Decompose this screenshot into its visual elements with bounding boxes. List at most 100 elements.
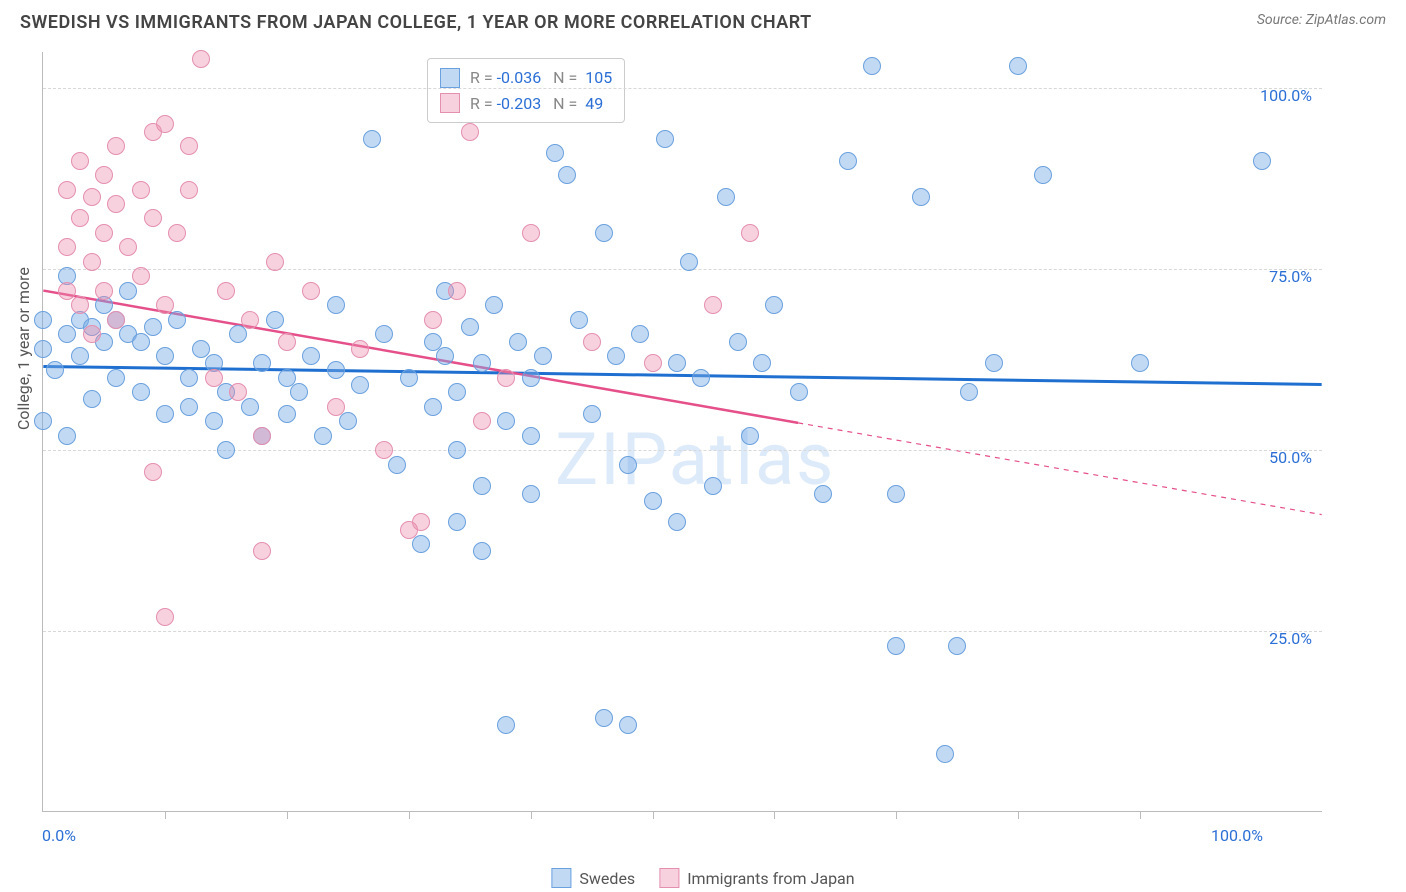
data-point	[180, 137, 198, 155]
data-point	[704, 477, 722, 495]
data-point	[753, 354, 771, 372]
data-point	[144, 209, 162, 227]
data-point	[497, 412, 515, 430]
data-point	[302, 347, 320, 365]
data-point	[34, 340, 52, 358]
gridline	[43, 631, 1322, 632]
data-point	[58, 325, 76, 343]
data-point	[887, 485, 905, 503]
data-point	[839, 152, 857, 170]
data-point	[314, 427, 332, 445]
legend-row: R = -0.036 N = 105	[440, 65, 612, 91]
data-point	[107, 137, 125, 155]
data-point	[95, 224, 113, 242]
data-point	[327, 296, 345, 314]
data-point	[412, 535, 430, 553]
data-point	[790, 383, 808, 401]
data-point	[180, 398, 198, 416]
data-point	[327, 361, 345, 379]
data-point	[814, 485, 832, 503]
data-point	[412, 513, 430, 531]
data-point	[34, 311, 52, 329]
data-point	[71, 152, 89, 170]
gridline	[43, 450, 1322, 451]
data-point	[631, 325, 649, 343]
data-point	[960, 383, 978, 401]
x-tick	[896, 811, 897, 819]
data-point	[522, 369, 540, 387]
data-point	[327, 398, 345, 416]
data-point	[107, 369, 125, 387]
data-point	[534, 347, 552, 365]
data-point	[253, 427, 271, 445]
data-point	[375, 441, 393, 459]
data-point	[912, 188, 930, 206]
data-point	[95, 282, 113, 300]
data-point	[473, 354, 491, 372]
watermark: ZIPatlas	[555, 417, 835, 502]
data-point	[583, 405, 601, 423]
data-point	[985, 354, 1003, 372]
data-point	[448, 383, 466, 401]
data-point	[290, 383, 308, 401]
data-point	[607, 347, 625, 365]
data-point	[241, 311, 259, 329]
data-point	[887, 637, 905, 655]
data-point	[619, 456, 637, 474]
data-point	[58, 238, 76, 256]
data-point	[375, 325, 393, 343]
x-tick-label: 100.0%	[1211, 826, 1263, 845]
data-point	[948, 637, 966, 655]
x-tick	[774, 811, 775, 819]
data-point	[644, 354, 662, 372]
data-point	[83, 325, 101, 343]
data-point	[436, 347, 454, 365]
data-point	[656, 130, 674, 148]
legend-swatch	[659, 868, 679, 888]
x-tick	[287, 811, 288, 819]
chart-plot-area: ZIPatlas R = -0.036 N = 105R = -0.203 N …	[42, 52, 1322, 812]
data-point	[473, 542, 491, 560]
data-point	[680, 253, 698, 271]
y-axis-label: College, 1 year or more	[14, 267, 33, 430]
data-point	[168, 311, 186, 329]
data-point	[119, 282, 137, 300]
data-point	[448, 513, 466, 531]
source-label: Source: ZipAtlas.com	[1257, 12, 1386, 28]
data-point	[217, 441, 235, 459]
data-point	[132, 383, 150, 401]
data-point	[253, 542, 271, 560]
legend-stats: R = -0.036 N = 105	[470, 65, 612, 91]
data-point	[595, 224, 613, 242]
data-point	[180, 181, 198, 199]
legend-stats: R = -0.203 N = 49	[470, 91, 603, 117]
data-point	[363, 130, 381, 148]
data-point	[107, 195, 125, 213]
x-tick	[165, 811, 166, 819]
legend-swatch	[440, 93, 460, 113]
y-tick-label: 25.0%	[1252, 629, 1312, 648]
data-point	[522, 485, 540, 503]
data-point	[522, 224, 540, 242]
data-point	[692, 369, 710, 387]
data-point	[83, 390, 101, 408]
data-point	[83, 188, 101, 206]
data-point	[156, 608, 174, 626]
data-point	[132, 267, 150, 285]
x-tick	[531, 811, 532, 819]
data-point	[229, 325, 247, 343]
data-point	[509, 333, 527, 351]
data-point	[71, 209, 89, 227]
data-point	[302, 282, 320, 300]
data-point	[58, 181, 76, 199]
x-tick	[653, 811, 654, 819]
legend-label: Immigrants from Japan	[687, 869, 854, 888]
data-point	[741, 224, 759, 242]
data-point	[668, 354, 686, 372]
data-point	[448, 441, 466, 459]
data-point	[936, 745, 954, 763]
data-point	[461, 318, 479, 336]
data-point	[205, 369, 223, 387]
data-point	[83, 253, 101, 271]
data-point	[546, 144, 564, 162]
